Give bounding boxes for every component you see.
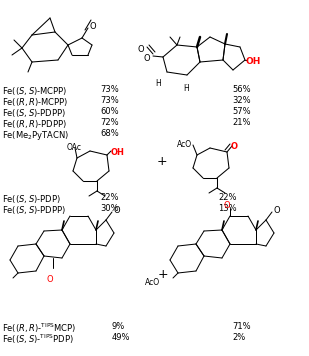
Text: AcO: AcO (145, 278, 160, 287)
Text: 22%: 22% (100, 193, 118, 202)
Text: O: O (137, 45, 144, 54)
Text: +: + (158, 268, 168, 281)
Text: Fe(($\it{S,S}$)-PDP): Fe(($\it{S,S}$)-PDP) (2, 193, 61, 205)
Text: OH: OH (111, 148, 125, 157)
Text: Fe(($\it{S,S}$)-MCPP): Fe(($\it{S,S}$)-MCPP) (2, 85, 67, 97)
Text: Ḣ: Ḣ (183, 84, 189, 93)
Text: AcO: AcO (177, 140, 192, 149)
Text: Fe(($\it{R,R}$)-$^{\rm TIPS}$MCP): Fe(($\it{R,R}$)-$^{\rm TIPS}$MCP) (2, 322, 76, 335)
Text: O: O (47, 275, 53, 284)
Text: Fe(($\it{R,R}$)-PDPP): Fe(($\it{R,R}$)-PDPP) (2, 118, 67, 130)
Text: 30%: 30% (100, 204, 119, 213)
Text: 13%: 13% (218, 204, 237, 213)
Text: 71%: 71% (232, 322, 251, 331)
Text: 21%: 21% (232, 118, 251, 127)
Text: O: O (143, 54, 150, 63)
Text: O: O (231, 142, 238, 151)
Text: 9%: 9% (112, 322, 125, 331)
Text: Fe(($\it{S,S}$)-PDPP): Fe(($\it{S,S}$)-PDPP) (2, 204, 66, 216)
Text: 2%: 2% (232, 333, 245, 342)
Text: Fe(Me$_2$PyTACN): Fe(Me$_2$PyTACN) (2, 129, 69, 142)
Text: OH: OH (246, 57, 261, 66)
Text: Fe(($\it{R,R}$)-MCPP): Fe(($\it{R,R}$)-MCPP) (2, 96, 69, 108)
Text: Fe(($\it{S,S}$)-PDPP): Fe(($\it{S,S}$)-PDPP) (2, 107, 66, 119)
Text: 72%: 72% (100, 118, 119, 127)
Text: O: O (224, 201, 230, 210)
Text: 22%: 22% (218, 193, 236, 202)
Text: H: H (155, 79, 161, 88)
Text: O: O (89, 22, 95, 31)
Text: 73%: 73% (100, 96, 119, 105)
Text: 56%: 56% (232, 85, 251, 94)
Text: O: O (273, 206, 280, 215)
Text: O: O (113, 206, 120, 215)
Text: OAc: OAc (67, 143, 82, 152)
Text: 57%: 57% (232, 107, 251, 116)
Text: +: + (157, 155, 167, 168)
Text: Fe(($\it{S,S}$)-$^{\rm TIPS}$PDP): Fe(($\it{S,S}$)-$^{\rm TIPS}$PDP) (2, 333, 74, 346)
Text: 60%: 60% (100, 107, 119, 116)
Text: 49%: 49% (112, 333, 130, 342)
Text: 73%: 73% (100, 85, 119, 94)
Text: 68%: 68% (100, 129, 119, 138)
Text: 32%: 32% (232, 96, 251, 105)
